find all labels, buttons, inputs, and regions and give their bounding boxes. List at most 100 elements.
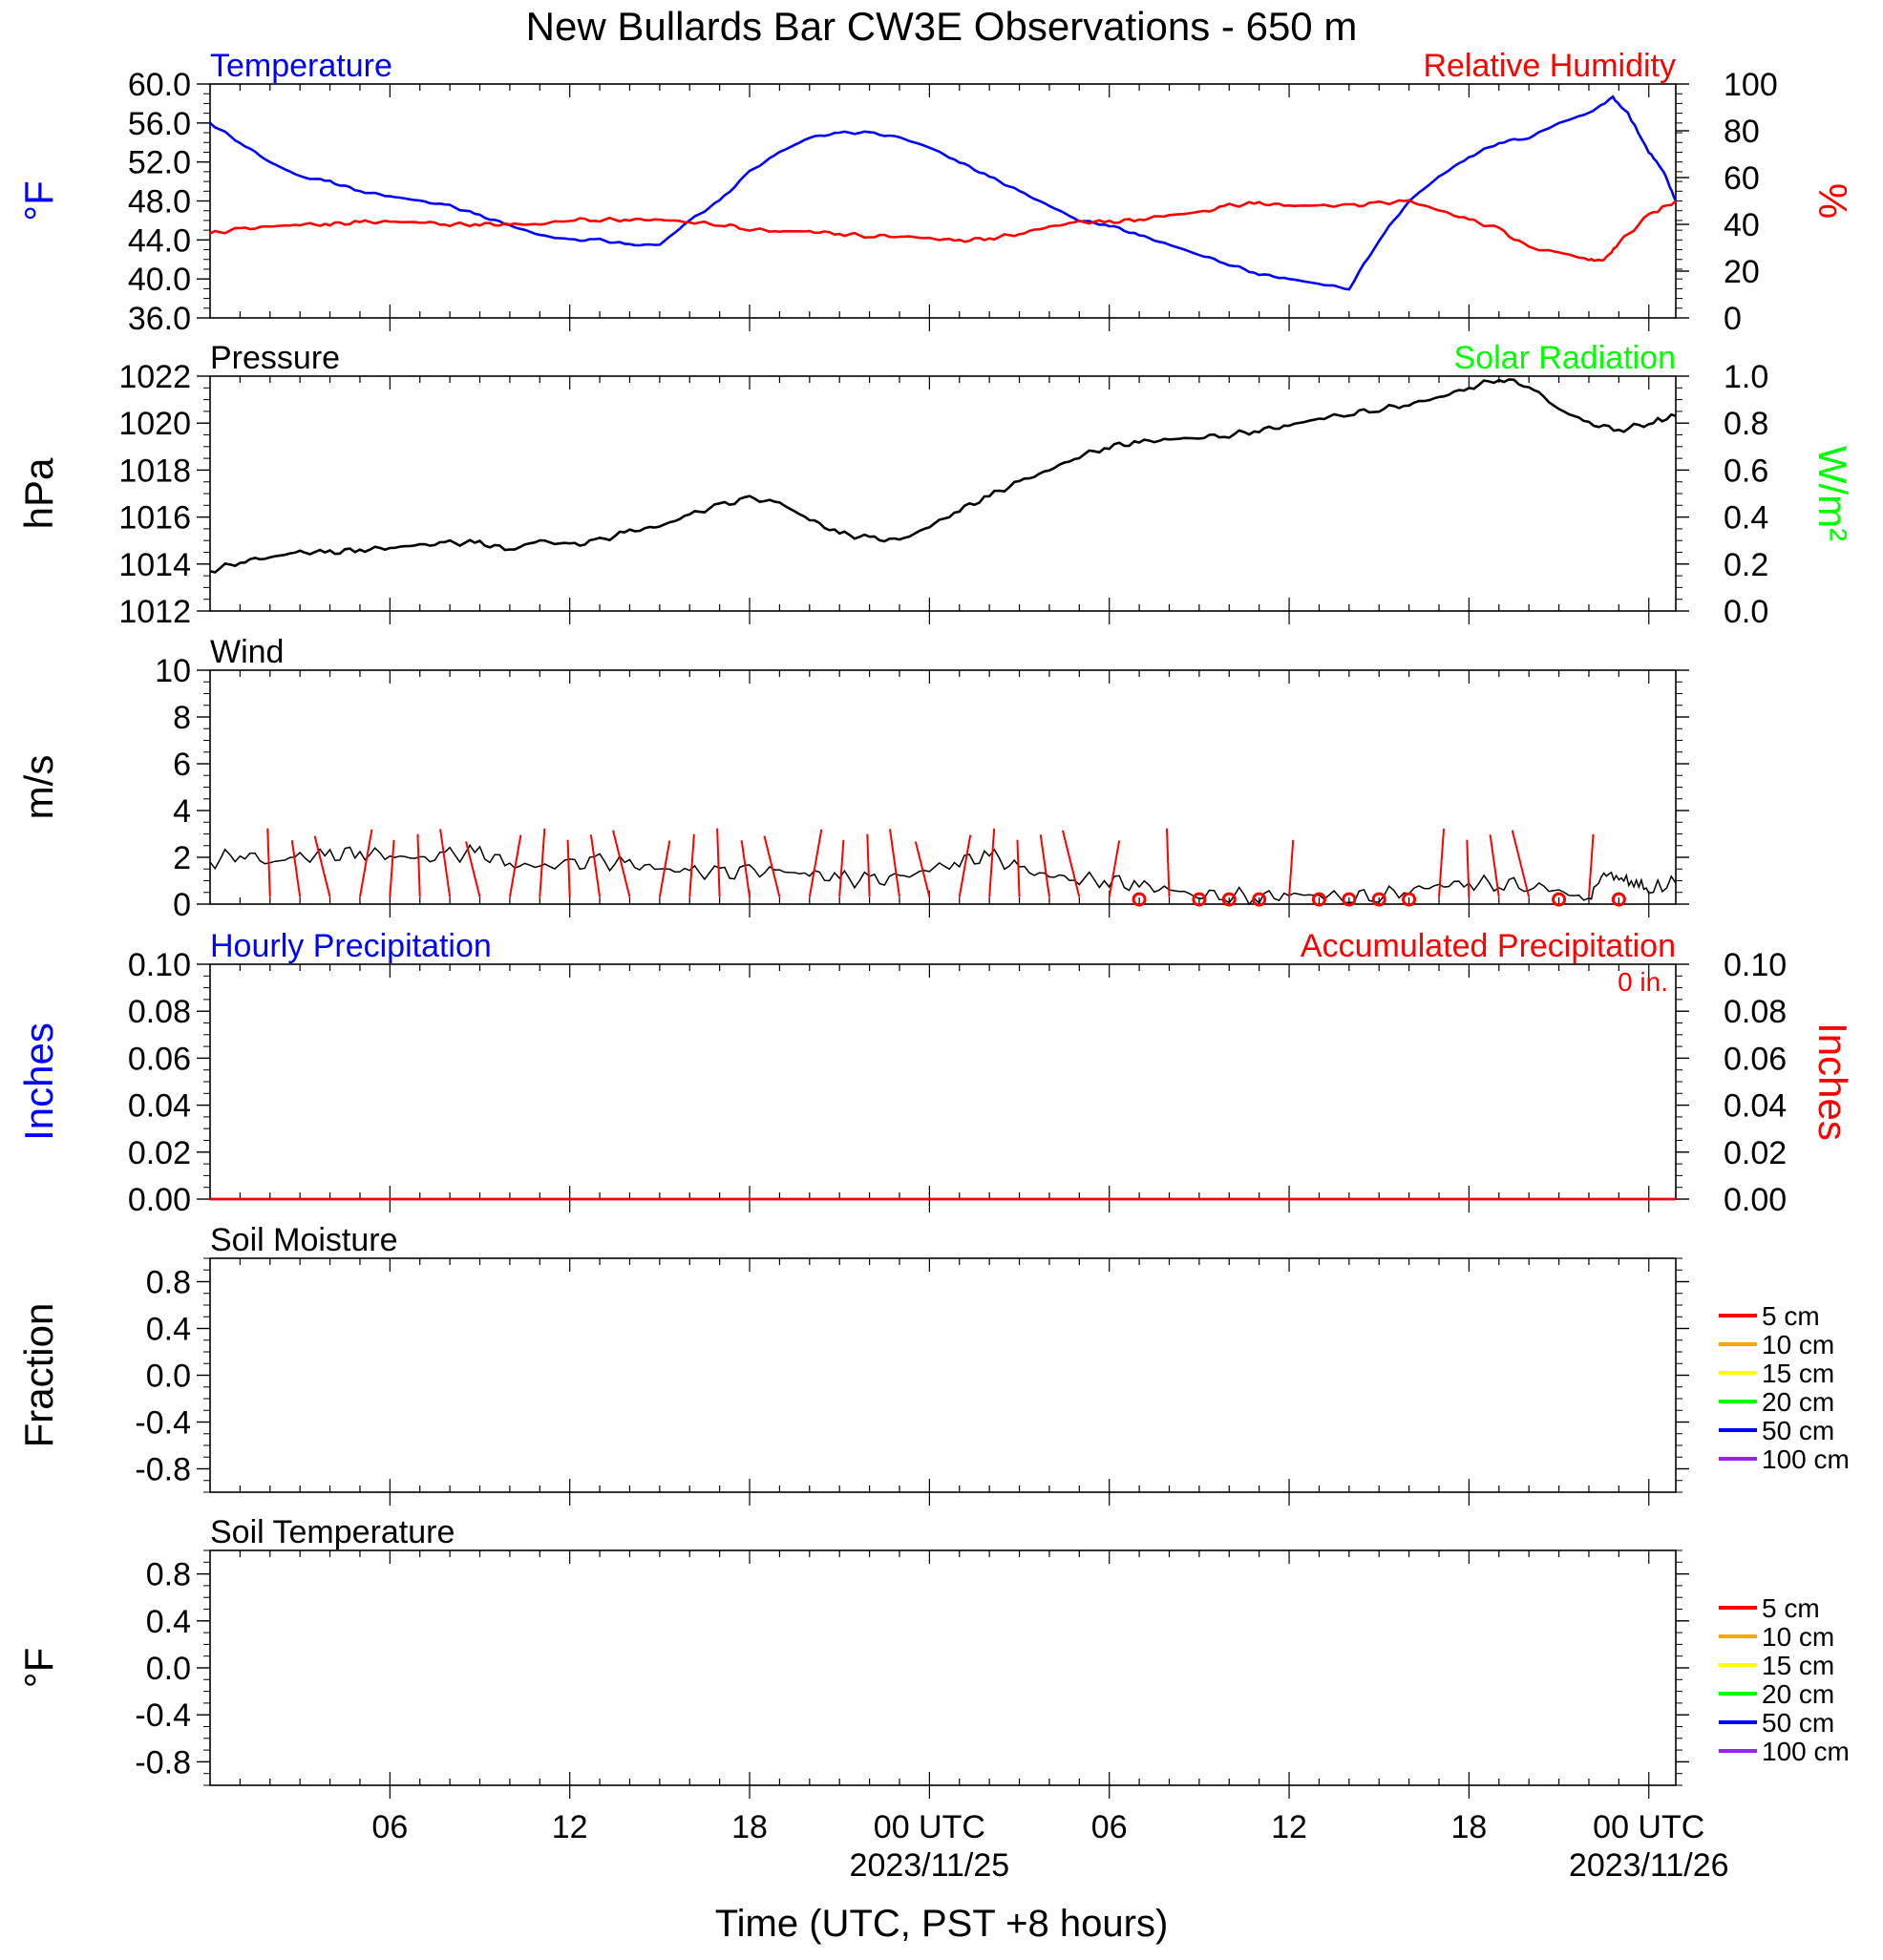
wind-barb [688,833,695,897]
y-tick-label-right: 0.4 [1724,500,1768,537]
figure-title: New Bullards Bar CW3E Observations - 650… [526,4,1358,49]
x-tick-label: 18 [1450,1809,1487,1845]
y-tick-label-right: 0.10 [1724,947,1787,983]
panel-2: 0 2 4 6 8 10 Wind m/s [16,634,1689,923]
x-tick-date-label: 2023/11/25 [850,1847,1010,1884]
y-tick-label: -0.8 [135,1744,191,1781]
y-tick-label: 0.04 [128,1088,191,1125]
wind-barb [389,839,395,897]
legend-label: 5 cm [1762,1593,1820,1623]
panel-title-left: Soil Temperature [210,1514,455,1550]
y-tick-label: 10 [155,653,191,689]
panel-title-right: Relative Humidity [1423,48,1676,84]
wind-barb [914,841,931,897]
panel-frame [209,1257,1677,1493]
y-tick-label: 0 [173,887,191,923]
wind-barb [539,828,546,897]
wind-barb [1438,828,1446,897]
series-line-0 [209,378,1677,574]
wind-barb [740,840,751,897]
y-tick-label: 0.8 [146,1557,191,1593]
legend-label: 50 cm [1762,1708,1834,1738]
calm-wind-circle [1311,892,1326,907]
wind-barb [1108,840,1121,897]
y-tick-label-right: 40 [1724,207,1760,243]
y-tick-label: 0.08 [128,994,191,1030]
wind-barb [716,828,721,897]
x-tick-label: 00 UTC [874,1809,985,1845]
wind-barb [1489,834,1500,897]
wind-barb [1466,839,1470,897]
calm-wind-circle [1132,892,1147,907]
y-tick-label: -0.4 [135,1697,191,1734]
panel-0: 36.040.044.048.052.056.060.0 0 20 40 60 80 100… [16,48,1855,337]
y-axis-label: °F [16,1648,61,1688]
wind-barb [358,829,373,897]
y-tick-label: -0.8 [135,1452,191,1488]
panel-title-right: Solar Radiation [1454,340,1676,376]
y-axis-label: hPa [16,457,61,529]
y-tick-label-right: 0.08 [1724,994,1787,1030]
y-tick-label-right: 0.04 [1724,1088,1787,1125]
y-tick-label: 0.00 [128,1182,191,1218]
x-tick-label: 06 [1091,1809,1128,1845]
panel-title-left: Soil Moisture [210,1222,398,1258]
panel-frame [209,1549,1677,1786]
legend-label: 50 cm [1762,1416,1834,1445]
panel-3: 0.00 0.02 0.04 0.06 0.08 0.10 0.00 0.02 0.04 0.06… [16,928,1855,1218]
wind-barb [763,835,781,897]
y-tick-label-right: 0.0 [1724,594,1768,630]
y-tick-label: 0.4 [146,1604,191,1640]
y-tick-label-right: 0.02 [1724,1135,1787,1171]
wind-barb [1587,833,1595,897]
y-tick-label-right: 0.2 [1724,547,1768,583]
y-tick-label: 2 [173,840,191,876]
calm-wind-circle [1252,892,1267,907]
y-axis-label-right: Inches [1810,1022,1855,1141]
panel-4: -0.8 -0.4 0.0 0.4 0.8 Soil Moisture Fraction 5 … [16,1222,1850,1506]
y-tick-label: 1018 [118,453,191,489]
y-tick-label: 52.0 [128,145,191,181]
legend-label: 20 cm [1762,1387,1834,1417]
wind-barb [416,833,421,897]
calm-wind-circle [1611,892,1626,907]
x-tick-label: 18 [731,1809,768,1845]
y-tick-label: 8 [173,700,191,736]
legend-label: 20 cm [1762,1679,1834,1709]
panel-frame [209,963,1677,1200]
y-tick-label-right: 100 [1724,67,1778,103]
x-axis-label: Time (UTC, PST +8 hours) [715,1903,1169,1945]
wind-barb [838,839,845,897]
calm-wind-circle [1552,892,1567,907]
panel-frame [209,669,1677,905]
wind-barb [658,840,671,897]
x-tick-label: 12 [1271,1809,1307,1845]
y-axis-label: °F [16,180,61,221]
accum-value-label: 0 in. [1618,967,1668,997]
legend-label: 10 cm [1762,1622,1834,1652]
panel-frame [209,83,1677,319]
y-tick-label: 0.0 [146,1651,191,1687]
y-tick-label: 0.06 [128,1041,191,1077]
series-line-1 [209,199,1677,263]
y-tick-label-right: 1.0 [1724,359,1768,395]
y-tick-label: 1022 [118,359,191,395]
wind-barb [1288,839,1295,897]
wind-barb [1016,839,1021,897]
series-line-0 [209,95,1678,291]
y-tick-label: 4 [173,793,191,830]
y-tick-label: 0.0 [146,1359,191,1395]
y-tick-label: 1016 [118,500,191,537]
wind-barb [866,833,871,897]
y-axis-label-right: W/m² [1810,446,1855,541]
y-tick-label: 60.0 [128,67,191,103]
x-tick-label: 06 [371,1809,408,1845]
y-tick-label-right: 0 [1724,301,1742,337]
panel-title-left: Wind [210,634,284,670]
legend-label: 15 cm [1762,1651,1834,1680]
series-line-0 [209,844,1677,906]
y-axis-label-right: % [1810,183,1855,219]
y-tick-label-right: 0.8 [1724,406,1768,442]
